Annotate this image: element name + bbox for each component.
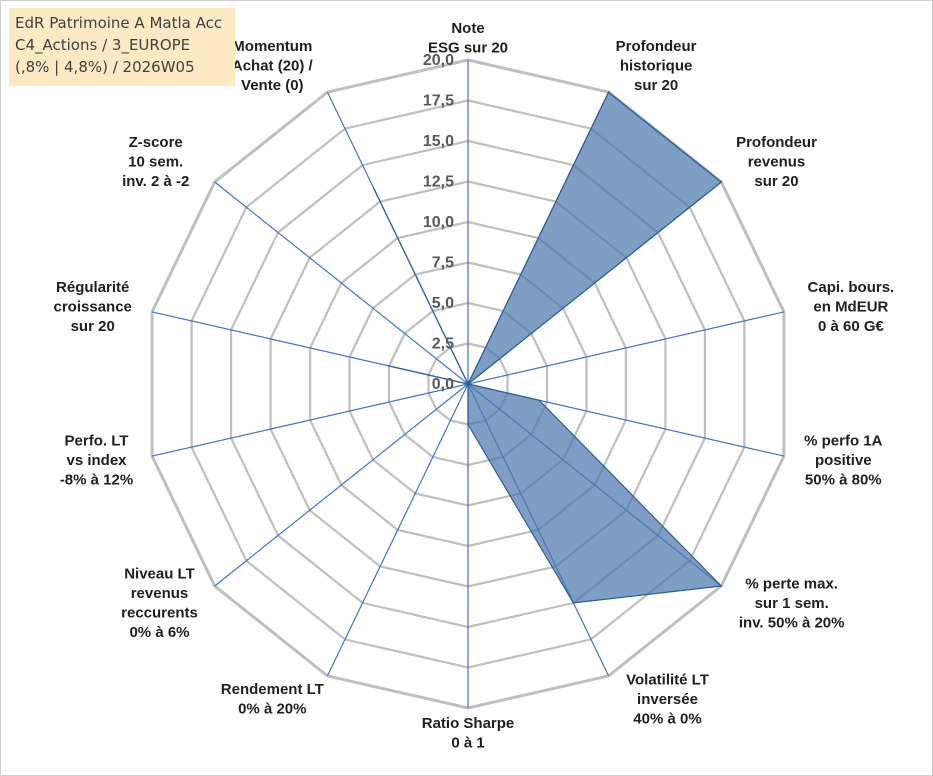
tick-label: 17,5 [423,93,454,110]
tick-label: 10,0 [423,214,454,231]
info-box: EdR Patrimoine A Matla Acc C4_Actions / … [9,8,235,86]
axis-spoke [214,383,469,587]
data-point [572,602,575,604]
data-point [538,399,540,402]
axis-label: Ratio Sharpe 0 à 1 [422,715,515,752]
data-point [720,585,723,587]
axis-label: Momentum Achat (20) / Vente (0) [232,38,314,94]
axis-spoke [326,383,469,677]
tick-label: 7,5 [432,255,454,272]
info-line-stats: (,8% | 4,8%) / 2026W05 [15,58,195,76]
tick-label: 2,5 [432,336,454,353]
tick-label: 5,0 [432,295,454,312]
data-point [373,189,376,191]
tick-label: 15,0 [423,133,454,150]
axis-spoke [214,181,469,385]
series [373,91,723,604]
axis-label: Volatilité LT inversée 40% à 0% [626,672,709,728]
axis-label: Perfo. LT vs index -8% à 12% [60,433,133,489]
data-point [467,383,469,385]
axis-label: % perte max. sur 1 sem. inv. 50% à 20% [739,576,845,632]
data-point [467,423,469,426]
axis-label: Capi. bours. en MdEUR 0 à 60 G€ [808,279,895,335]
axis-spoke [467,311,785,385]
tick-labels: 0,0 2,5 5,0 7,5 10,0 12,5 15,0 17,5 20,0 [423,52,454,393]
tick-label: 0,0 [432,376,454,393]
data-point [388,365,390,367]
axis-label: Note ESG sur 20 [428,20,508,57]
axis-label: % perfo 1A positive 50% à 80% [804,433,883,489]
axis-label: Niveau LT revenus reccurents 0% à 6% [121,566,198,642]
info-line-fund: EdR Patrimoine A Matla Acc [15,14,223,32]
info-line-category: C4_Actions / 3_EUROPE [15,36,191,54]
axis-label: Z-score 10 sem. inv. 2 à -2 [122,134,189,190]
axis-label: Régularité croissance sur 20 [54,279,132,335]
tick-label: 12,5 [423,174,454,191]
axis-labels: Note ESG sur 20 Profondeur historique sur 20… [54,20,895,752]
axis-label: Profondeur revenus sur 20 [736,134,817,190]
data-point [720,181,723,183]
axis-label: Profondeur historique sur 20 [616,38,697,94]
axis-label: Rendement LT 0% à 20% [221,681,324,718]
data-point [607,91,610,93]
series-area [373,91,722,604]
axis-spoke [151,383,469,457]
tick-label: 20,0 [423,52,454,69]
